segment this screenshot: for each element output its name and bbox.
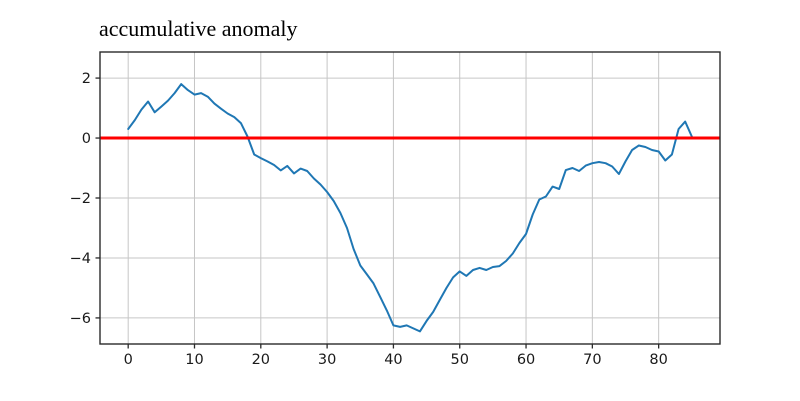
x-tick-label: 10 (185, 352, 203, 368)
x-tick-label: 0 (124, 352, 133, 368)
y-tick-label: 2 (82, 71, 91, 87)
x-tick-label: 40 (384, 352, 402, 368)
x-tick-label: 30 (318, 352, 336, 368)
x-tick-label: 20 (252, 352, 270, 368)
x-tick-label: 70 (583, 352, 601, 368)
chart-title: accumulative anomaly (99, 16, 298, 41)
y-tick-label: −2 (70, 191, 91, 207)
x-tick-label: 50 (451, 352, 469, 368)
y-tick-label: −4 (70, 251, 91, 267)
x-tick-label: 80 (649, 352, 667, 368)
x-tick-label: 60 (517, 352, 535, 368)
y-tick-label: −6 (70, 311, 91, 327)
data-series-line (127, 83, 693, 333)
y-tick-label: 0 (82, 131, 91, 147)
